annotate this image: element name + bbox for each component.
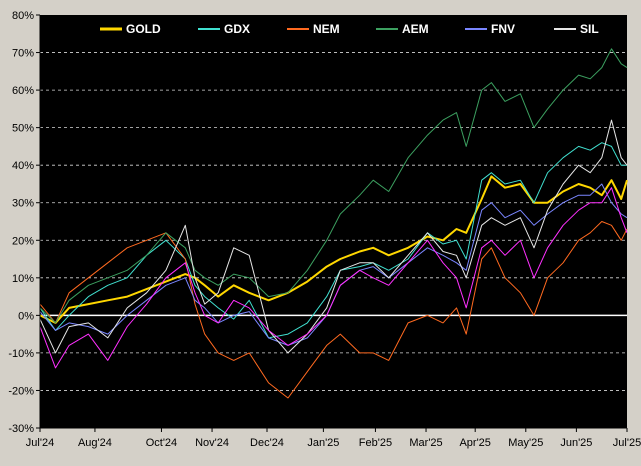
legend-label: SIL	[580, 22, 599, 36]
x-tick-label: Feb'25	[359, 437, 392, 449]
x-tick-label: Dec'24	[250, 437, 284, 449]
x-tick-label: Nov'24	[195, 437, 229, 449]
legend-label: GDX	[224, 22, 250, 36]
y-tick-label: 20%	[12, 235, 34, 247]
series-line-aem	[39, 48, 628, 324]
x-tick-label: Mar'25	[409, 437, 442, 449]
series-line-nem	[39, 221, 628, 399]
series-line-paas	[39, 187, 628, 369]
y-tick-label: 40%	[12, 160, 34, 172]
x-axis: Jul'24 Aug'24 Oct'24 Nov'24 Dec'24 Jan'25 Feb'…	[26, 427, 641, 449]
legend-item-gdx: GDX	[198, 22, 250, 36]
legend-item-aem: AEM	[376, 22, 429, 36]
y-axis: 80% 70% 60% 50% 40% 30% 20% 10% 0% -10% -20% -30%	[8, 10, 41, 435]
y-tick-label: 0%	[18, 310, 34, 322]
x-tick-label: Jul'25	[613, 437, 641, 449]
legend-label: GOLD	[126, 22, 161, 36]
plot-area	[40, 15, 627, 428]
x-tick-label: Jul'24	[26, 437, 54, 449]
y-tick-label: -30%	[8, 423, 34, 435]
series-line-gdx	[39, 142, 627, 339]
x-tick-label: Jan'25	[307, 437, 339, 449]
series-lines	[39, 48, 628, 399]
y-tick-label: 60%	[12, 85, 34, 97]
legend-label: AEM	[402, 22, 429, 36]
legend-item-fnv: FNV	[465, 22, 515, 36]
y-tick-label: 30%	[12, 198, 34, 210]
legend-item-sil: SIL	[554, 22, 599, 36]
x-tick-label: Aug'24	[78, 437, 112, 449]
x-tick-label: May'25	[508, 437, 543, 449]
y-tick-label: 80%	[12, 10, 34, 22]
x-tick-label: Jun'25	[560, 437, 592, 449]
legend-label: FNV	[491, 22, 515, 36]
legend-item-nem: NEM	[287, 22, 340, 36]
y-tick-label: -20%	[8, 385, 34, 397]
legend-label: NEM	[313, 22, 340, 36]
y-tick-label: -10%	[8, 348, 34, 360]
y-tick-label: 70%	[12, 48, 34, 60]
gridlines	[40, 52, 627, 391]
series-line-fnv	[39, 183, 628, 346]
x-tick-label: Apr'25	[459, 437, 490, 449]
legend-item-gold: GOLD	[100, 22, 161, 36]
y-tick-label: 50%	[12, 123, 34, 135]
x-tick-label: Oct'24	[146, 437, 177, 449]
y-tick-label: 10%	[12, 273, 34, 285]
legend: GOLDGDXNEMAEMFNVSILPAAS	[100, 22, 599, 36]
series-line-sil	[39, 119, 628, 354]
